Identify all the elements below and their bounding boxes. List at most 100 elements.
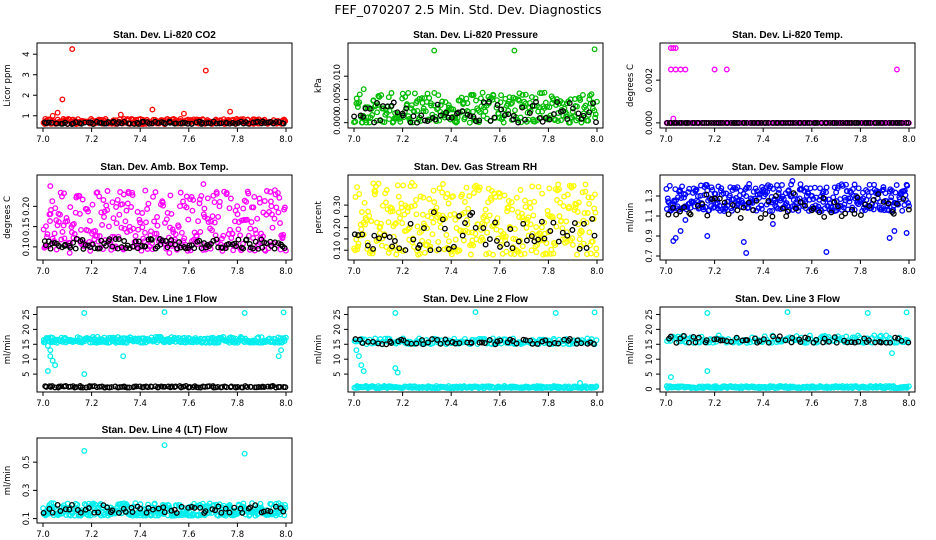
data-point — [485, 98, 492, 105]
data-point — [397, 215, 403, 222]
data-point — [711, 336, 718, 343]
data-point — [47, 353, 54, 360]
data-point — [63, 215, 70, 221]
data-point — [591, 309, 598, 316]
data-point — [816, 209, 823, 216]
data-point — [55, 243, 62, 249]
data-point — [472, 230, 479, 237]
data-point — [356, 99, 363, 106]
data-point — [679, 183, 686, 190]
data-point — [519, 104, 526, 111]
data-point — [47, 347, 54, 354]
data-point — [395, 338, 402, 345]
data-point — [413, 340, 420, 347]
x-tick-label: 7.0 — [659, 399, 673, 409]
data-point — [505, 107, 512, 114]
data-point — [391, 238, 398, 244]
data-point — [425, 339, 431, 346]
data-point — [500, 119, 507, 126]
data-point — [672, 66, 679, 73]
data-point — [103, 339, 110, 346]
data-point — [54, 501, 61, 508]
data-point — [519, 243, 526, 250]
data-point — [210, 237, 217, 244]
data-point — [244, 216, 250, 223]
data-point — [539, 190, 546, 197]
data-point — [245, 190, 252, 197]
data-point — [483, 251, 490, 258]
data-point — [431, 199, 438, 206]
data-point — [152, 118, 159, 125]
data-point — [215, 503, 222, 510]
data-point — [480, 113, 487, 119]
data-point — [268, 203, 275, 210]
data-point — [428, 214, 435, 221]
data-point — [144, 206, 151, 212]
plot-frame — [347, 306, 604, 393]
x-tick-label: 7.4 — [756, 399, 770, 409]
data-point — [670, 204, 676, 211]
data-point — [372, 188, 379, 195]
data-point — [538, 224, 545, 231]
data-point — [556, 213, 563, 220]
data-point — [461, 209, 468, 216]
points-group — [40, 442, 289, 519]
data-point — [519, 214, 526, 221]
data-point — [272, 118, 279, 125]
data-point — [589, 238, 596, 245]
data-point — [394, 182, 401, 189]
data-point — [193, 233, 200, 240]
data-point — [420, 194, 427, 201]
y-axis-label: percent — [314, 201, 324, 234]
data-point — [379, 202, 386, 209]
x-tick-label: 7.0 — [36, 135, 50, 145]
data-point — [533, 98, 539, 105]
data-point — [523, 224, 530, 231]
data-point — [161, 509, 168, 516]
data-point — [550, 250, 557, 257]
data-point — [77, 509, 84, 516]
points-group — [40, 46, 289, 127]
x-tick-label: 8.0 — [279, 267, 293, 277]
data-point — [128, 204, 135, 210]
data-point — [146, 120, 153, 127]
data-point — [226, 509, 233, 516]
data-point — [271, 245, 278, 252]
data-point — [240, 500, 247, 507]
data-point — [593, 119, 599, 126]
data-point — [184, 120, 191, 127]
data-point — [190, 196, 197, 203]
data-point — [74, 501, 81, 508]
data-point — [200, 181, 207, 188]
data-point — [177, 189, 184, 196]
data-point — [456, 340, 463, 347]
data-point — [205, 219, 212, 226]
data-point — [663, 185, 670, 192]
x-tick-label: 7.8 — [854, 135, 868, 145]
y-tick-label: 10 — [645, 354, 655, 365]
data-point — [834, 203, 841, 210]
data-point — [522, 116, 528, 123]
data-point — [159, 199, 166, 206]
data-point — [200, 211, 207, 218]
data-point — [681, 194, 687, 201]
data-point — [161, 383, 168, 390]
data-point — [905, 206, 912, 213]
data-point — [196, 200, 203, 207]
data-point — [576, 245, 583, 252]
chart-panel-6: Stan. Dev. Sample Flow ml/min 7.0 7.2 7.4 7.6… — [626, 162, 916, 277]
data-point — [505, 198, 512, 204]
data-point — [581, 210, 588, 217]
data-point — [198, 192, 205, 199]
x-tick-label: 7.8 — [854, 267, 868, 277]
data-point — [410, 113, 417, 120]
data-point — [369, 112, 376, 118]
data-point — [784, 309, 791, 316]
data-point — [503, 248, 510, 255]
data-point — [518, 210, 525, 217]
x-tick-label: 7.0 — [36, 530, 50, 540]
data-point — [779, 205, 786, 212]
panel-title: Stan. Dev. Li-820 CO2 — [113, 30, 216, 41]
data-point — [353, 347, 360, 354]
data-point — [695, 119, 702, 126]
